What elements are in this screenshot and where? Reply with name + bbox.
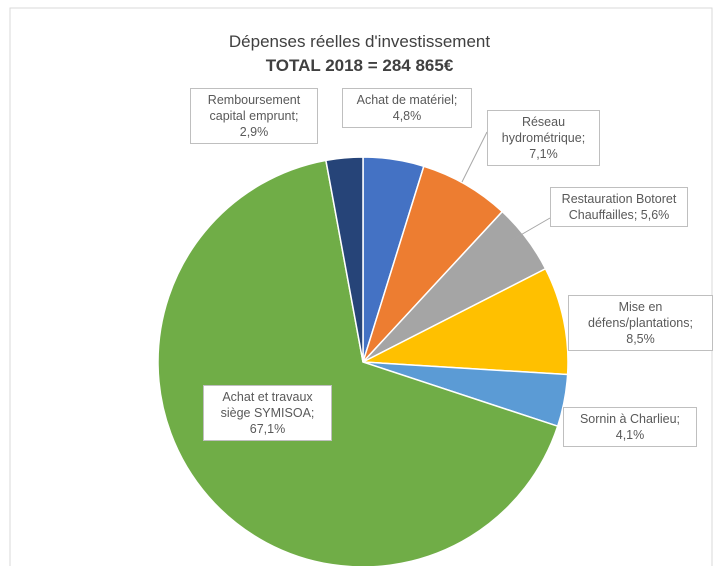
label-value: 5,6%	[640, 208, 670, 222]
label-separator: ;	[294, 109, 299, 123]
label-category: Réseau hydrométrique	[501, 115, 582, 145]
data-label: Restauration Botoret Chauffailles; 5,6%	[550, 187, 688, 227]
label-category: Sornin à Charlieu	[579, 412, 677, 426]
label-separator: ;	[453, 93, 458, 107]
chart-frame	[9, 7, 713, 566]
label-category: Achat de matériel	[356, 93, 454, 107]
pie	[157, 156, 569, 566]
label-category: Mise en défens/plantations	[588, 300, 690, 330]
label-category: Achat et travaux siège SYMISOA	[220, 390, 313, 420]
chart-subtitle: TOTAL 2018 = 284 865€	[265, 56, 454, 75]
data-label: Mise en défens/plantations; 8,5%	[568, 295, 713, 351]
pie-slice	[157, 159, 559, 566]
data-label: Réseau hydrométrique; 7,1%	[487, 110, 600, 166]
pie-slice	[325, 156, 364, 363]
label-category: Remboursement capital emprunt	[207, 93, 301, 123]
label-separator: ;	[581, 131, 586, 145]
pie-slice	[360, 267, 569, 376]
leader-lines	[461, 131, 551, 241]
label-separator: ;	[310, 406, 315, 420]
label-value: 4,1%	[615, 428, 645, 442]
label-value: 8,5%	[626, 332, 655, 346]
data-label: Achat de matériel; 4,8%	[342, 88, 472, 128]
label-value: 7,1%	[529, 147, 558, 161]
label-value: 4,8%	[392, 109, 422, 123]
label-separator: ;	[689, 316, 693, 330]
chart-title: Dépenses réelles d'investissement	[228, 32, 491, 51]
label-value: 67,1%	[249, 422, 286, 436]
label-value: 2,9%	[239, 125, 269, 139]
data-label: Sornin à Charlieu; 4,1%	[563, 407, 697, 447]
leader-line	[461, 131, 488, 183]
label-category: Restauration Botoret Chauffailles	[561, 192, 677, 222]
leader-line	[511, 217, 551, 241]
label-separator: ;	[676, 412, 681, 426]
data-label: Remboursement capital emprunt; 2,9%	[190, 88, 318, 144]
data-label: Achat et travaux siège SYMISOA; 67,1%	[203, 385, 332, 441]
label-separator: ;	[633, 208, 638, 222]
